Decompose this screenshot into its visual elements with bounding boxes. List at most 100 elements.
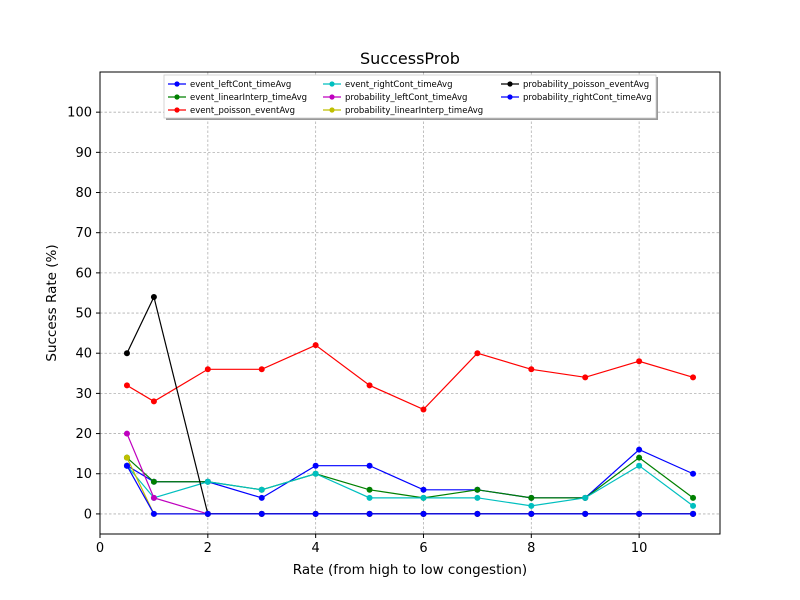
x-tick-label: 10 <box>631 541 648 556</box>
data-point <box>258 494 265 501</box>
x-tick-label: 6 <box>419 541 427 556</box>
data-point <box>366 486 373 493</box>
legend-label: event_poisson_eventAvg <box>190 106 295 116</box>
legend-item: event_linearInterp_timeAvg <box>168 93 307 103</box>
data-point <box>312 342 319 349</box>
data-point <box>312 462 319 469</box>
data-point <box>690 510 697 517</box>
data-point <box>528 502 535 509</box>
series-line <box>126 456 694 499</box>
series-probability_rightCont_timeAvg <box>123 462 697 517</box>
data-point <box>474 486 481 493</box>
legend-swatch-marker <box>329 94 335 100</box>
data-point <box>366 510 373 517</box>
data-point <box>636 446 643 453</box>
x-tick-label: 4 <box>312 541 320 556</box>
legend-swatch-marker <box>507 81 513 87</box>
data-point <box>474 494 481 501</box>
data-point <box>420 486 427 493</box>
legend-swatch-marker <box>329 81 335 87</box>
data-point <box>123 462 130 469</box>
series-line <box>126 344 694 411</box>
data-point <box>150 494 157 501</box>
data-point <box>366 462 373 469</box>
legend-swatch-marker <box>174 107 180 113</box>
data-point <box>312 470 319 477</box>
data-point <box>690 374 697 381</box>
legend-label: event_rightCont_timeAvg <box>345 80 452 90</box>
data-point <box>204 478 211 485</box>
data-point <box>312 510 319 517</box>
legend-item: probability_leftCont_timeAvg <box>323 93 467 103</box>
y-tick-label: 70 <box>75 226 92 241</box>
legend-item: event_poisson_eventAvg <box>168 106 295 116</box>
data-point <box>420 406 427 413</box>
y-tick-label: 90 <box>75 146 92 161</box>
data-point <box>636 462 643 469</box>
legend-swatch-marker <box>507 94 513 100</box>
data-point <box>420 494 427 501</box>
data-point <box>636 454 643 461</box>
data-point <box>123 350 130 357</box>
legend: event_leftCont_timeAvg event_linearInterp… <box>163 74 658 120</box>
data-point <box>366 494 373 501</box>
legend-item: event_rightCont_timeAvg <box>323 80 452 90</box>
legend-label: event_leftCont_timeAvg <box>190 80 291 90</box>
y-tick-label: 20 <box>75 427 92 442</box>
data-point <box>528 494 535 501</box>
x-tick-label: 0 <box>96 541 104 556</box>
data-point <box>582 510 589 517</box>
series-event_poisson_eventAvg <box>123 342 697 413</box>
y-tick-label: 100 <box>67 106 92 121</box>
data-point <box>123 430 130 437</box>
data-point <box>690 470 697 477</box>
data-point <box>150 293 157 300</box>
data-point <box>150 398 157 405</box>
y-tick-label: 10 <box>75 467 92 482</box>
data-point <box>150 478 157 485</box>
legend-swatch-marker <box>174 81 180 87</box>
legend-item: probability_linearInterp_timeAvg <box>323 106 483 116</box>
data-point <box>582 374 589 381</box>
data-point <box>420 510 427 517</box>
x-tick-label: 2 <box>204 541 212 556</box>
data-point <box>123 454 130 461</box>
legend-label: probability_poisson_eventAvg <box>523 80 649 90</box>
data-point <box>366 382 373 389</box>
legend-label: probability_linearInterp_timeAvg <box>345 106 483 116</box>
y-tick-label: 40 <box>75 347 92 362</box>
legend-box <box>163 74 657 119</box>
data-point <box>582 494 589 501</box>
data-point <box>690 494 697 501</box>
plot-frame <box>99 71 721 535</box>
series-layer <box>123 293 697 517</box>
data-point <box>528 366 535 373</box>
data-point <box>474 510 481 517</box>
series-line <box>126 464 694 507</box>
y-tick-label: 80 <box>75 186 92 201</box>
y-tick-label: 30 <box>75 387 92 402</box>
data-point <box>258 510 265 517</box>
legend-item: probability_poisson_eventAvg <box>501 80 649 90</box>
legend-label: event_linearInterp_timeAvg <box>190 93 307 103</box>
data-point <box>636 358 643 365</box>
legend-item: probability_rightCont_timeAvg <box>501 93 652 103</box>
data-point <box>123 382 130 389</box>
y-tick-label: 60 <box>75 266 92 281</box>
data-point <box>258 486 265 493</box>
data-point <box>474 350 481 357</box>
data-point <box>150 510 157 517</box>
data-point <box>204 366 211 373</box>
y-axis-label: Success Rate (%) <box>44 244 60 361</box>
data-point <box>528 510 535 517</box>
legend-label: probability_leftCont_timeAvg <box>345 93 467 103</box>
legend-item: event_leftCont_timeAvg <box>168 80 291 90</box>
legend-label: probability_rightCont_timeAvg <box>523 93 652 103</box>
data-point <box>636 510 643 517</box>
x-axis-label: Rate (from high to low congestion) <box>293 562 527 578</box>
x-tick-label: 8 <box>527 541 535 556</box>
data-point <box>204 510 211 517</box>
legend-swatch-marker <box>174 94 180 100</box>
